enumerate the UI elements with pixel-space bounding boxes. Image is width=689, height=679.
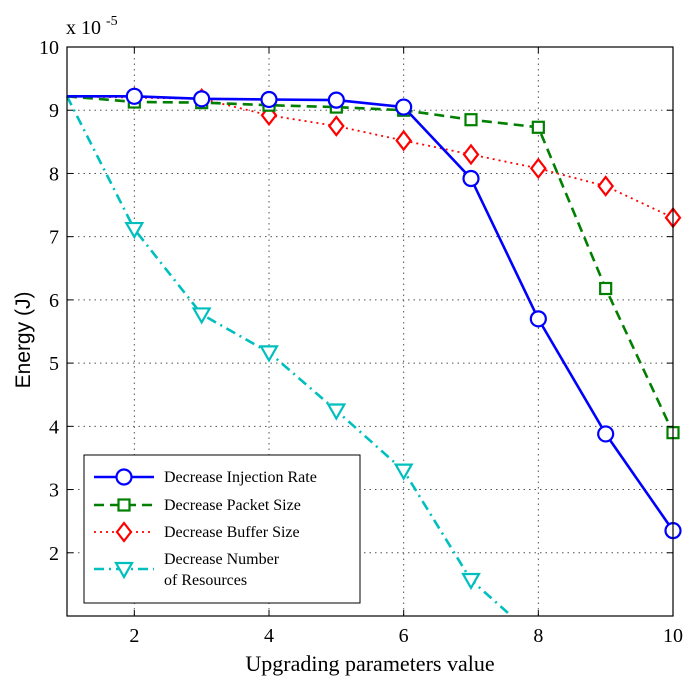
legend-marker [117, 498, 131, 512]
y-exponent-label: x 10 -5 [66, 14, 118, 39]
data-point [327, 91, 345, 109]
data-point [393, 463, 414, 481]
legend-item: Decrease Injection Rate [94, 468, 317, 486]
y-tick-label: 2 [49, 543, 59, 565]
x-tick-label: 10 [663, 625, 683, 647]
y-tick-label: 7 [49, 227, 59, 249]
x-tick-label: 4 [264, 625, 274, 647]
y-exponent-power: -5 [106, 14, 118, 29]
legend-label: Decrease Number [164, 551, 280, 568]
data-point [531, 120, 545, 134]
data-point [462, 169, 480, 188]
legend-item: Decrease Buffer Size [94, 521, 300, 543]
data-point [124, 221, 145, 240]
y-tick-label: 4 [49, 416, 59, 438]
data-point [395, 98, 413, 116]
data-point [597, 175, 615, 197]
legend-item: Decrease Packet Size [94, 497, 301, 514]
data-point [193, 90, 211, 108]
data-point [326, 403, 347, 421]
data-point [462, 143, 480, 166]
series-line [67, 95, 675, 532]
data-point [597, 425, 615, 443]
data-point [529, 157, 547, 180]
y-axis-label: Energy (J) [12, 292, 35, 389]
legend-label: of Resources [164, 572, 247, 589]
data-point [599, 281, 613, 296]
data-point [259, 345, 279, 363]
series-line [66, 95, 674, 219]
series-1 [67, 87, 682, 540]
legend: Decrease Injection Rate Decrease Packet S… [83, 454, 361, 604]
y-tick-label: 6 [49, 290, 59, 312]
y-tick-label: 3 [49, 480, 59, 502]
x-tick-label: 2 [129, 625, 139, 647]
data-point [461, 572, 481, 591]
legend-item: Decrease Number of Resources [94, 551, 280, 589]
series-line [66, 95, 675, 434]
x-tick-label: 6 [399, 625, 409, 647]
data-point [125, 87, 143, 105]
plot-frame [66, 46, 674, 617]
data-point [191, 307, 212, 325]
ticks: 2 4 6 8 10 2 3 4 5 6 7 8 9 10 [39, 37, 683, 647]
legend-label: Decrease Packet Size [164, 497, 301, 514]
y-exponent-base: x 10 [66, 17, 101, 39]
legend-label: Decrease Buffer Size [164, 524, 300, 541]
series-line [65, 95, 513, 617]
data-point [327, 115, 345, 137]
y-tick-label: 8 [49, 163, 59, 185]
data-point [464, 113, 478, 127]
legend-marker [115, 468, 133, 486]
series-layer [65, 86, 682, 617]
series-4 [65, 95, 513, 617]
data-point [395, 129, 413, 152]
data-point [260, 90, 278, 109]
x-axis-label: Upgrading parameters value [245, 651, 494, 676]
legend-marker [114, 561, 134, 580]
y-tick-label: 5 [49, 353, 59, 375]
data-point [529, 310, 547, 328]
y-tick-label: 9 [49, 100, 59, 122]
legend-marker [115, 521, 133, 543]
legend-label: Decrease Injection Rate [164, 469, 317, 486]
x-tick-label: 8 [533, 625, 543, 647]
y-tick-label: 10 [39, 37, 59, 59]
